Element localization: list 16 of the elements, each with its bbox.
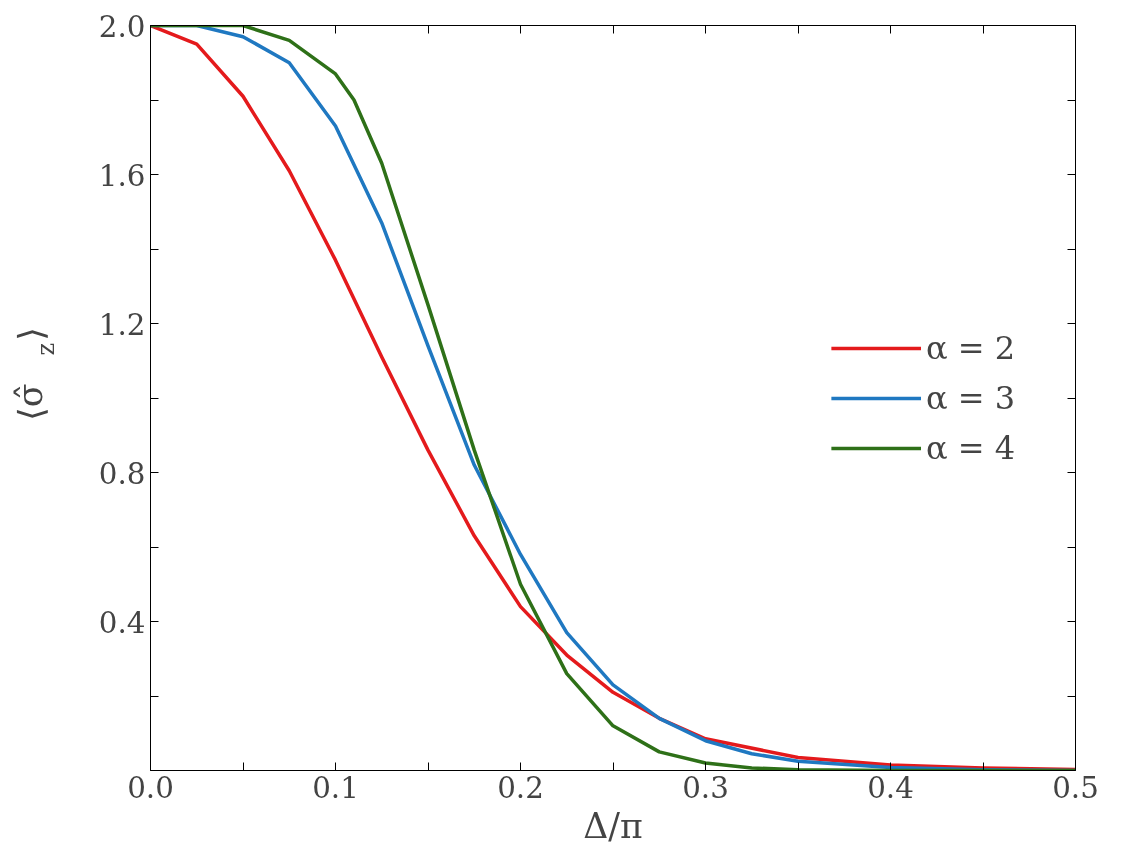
x-tick-label: 0.0 bbox=[127, 770, 174, 805]
x-tick-label: 0.4 bbox=[867, 770, 914, 805]
y-tick-label: 0.4 bbox=[98, 605, 146, 640]
legend-label: α = 4 bbox=[925, 428, 1015, 467]
y-axis-title: ⟨σ̂z⟩ bbox=[10, 327, 60, 421]
y-tick-label: 2.0 bbox=[98, 9, 146, 44]
x-tick-label: 0.1 bbox=[312, 770, 359, 805]
y-tick-label: 1.2 bbox=[98, 307, 146, 342]
legend-label: α = 3 bbox=[925, 378, 1015, 417]
x-axis-title: Δ/π bbox=[583, 805, 643, 846]
x-tick-label: 0.5 bbox=[1052, 770, 1099, 805]
legend-label: α = 2 bbox=[925, 328, 1015, 367]
y-tick-label: 0.8 bbox=[98, 456, 146, 491]
x-tick-label: 0.2 bbox=[497, 770, 544, 805]
y-tick-label: 1.6 bbox=[98, 158, 146, 193]
x-tick-label: 0.3 bbox=[682, 770, 729, 805]
